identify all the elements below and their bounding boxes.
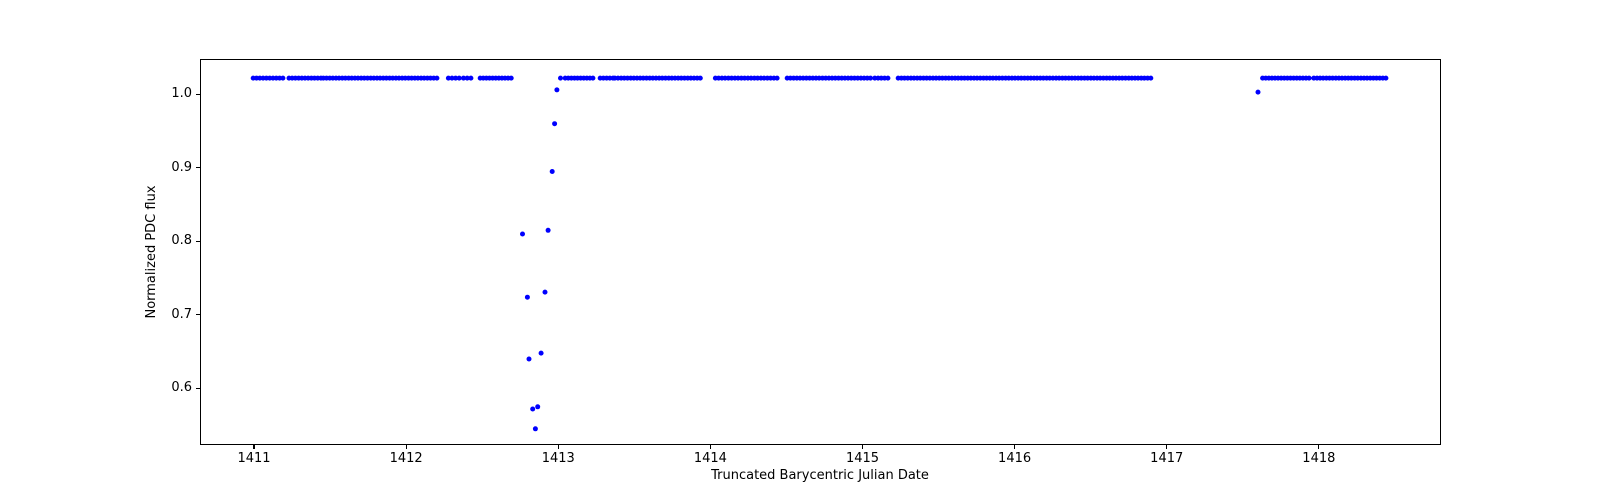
data-point: [453, 75, 459, 81]
data-point: [434, 75, 440, 81]
data-point: [449, 75, 455, 81]
data-point: [1148, 75, 1154, 81]
data-point: [885, 75, 891, 81]
y-tick-label: 0.7: [171, 306, 192, 322]
x-tick-label: 1418: [1302, 451, 1336, 466]
data-point: [552, 121, 558, 127]
y-tick-label: 0.8: [171, 233, 192, 249]
data-point: [545, 227, 551, 233]
data-point: [520, 231, 525, 237]
data-point: [535, 404, 541, 410]
x-tick-label: 1414: [693, 451, 727, 466]
data-point: [524, 294, 530, 300]
x-tick-mark: [253, 445, 255, 449]
x-tick-label: 1416: [998, 451, 1032, 466]
data-point: [538, 350, 544, 356]
data-point: [508, 75, 514, 81]
data-point: [526, 356, 532, 362]
data-point: [554, 87, 560, 93]
x-tick-mark: [557, 445, 559, 449]
x-tick-label: 1417: [1150, 451, 1184, 466]
data-point: [530, 406, 536, 412]
data-point: [590, 75, 596, 81]
y-tick-mark: [196, 314, 200, 316]
data-point: [774, 75, 780, 81]
data-point: [697, 75, 703, 81]
data-point: [464, 75, 470, 81]
plot-area: [200, 59, 1441, 445]
y-tick-mark: [196, 387, 200, 389]
x-axis-label: Truncated Barycentric Julian Date: [711, 468, 929, 483]
y-tick-label: 1.0: [171, 86, 192, 102]
data-point: [280, 75, 286, 81]
y-tick-mark: [196, 240, 200, 242]
data-point: [456, 75, 462, 81]
y-axis-label: Normalized PDC flux: [144, 185, 159, 319]
data-point: [1255, 89, 1261, 95]
y-tick-label: 0.9: [171, 159, 192, 175]
x-tick-label: 1412: [389, 451, 423, 466]
data-point: [445, 75, 451, 81]
data-point: [532, 426, 538, 432]
data-point: [542, 289, 548, 295]
x-tick-mark: [709, 445, 711, 449]
data-point: [558, 75, 563, 81]
data-point: [868, 75, 873, 81]
x-tick-mark: [1014, 445, 1016, 449]
data-point: [1383, 75, 1389, 81]
data-point: [1306, 75, 1312, 81]
x-tick-mark: [1318, 445, 1320, 449]
x-tick-mark: [861, 445, 864, 449]
y-tick-mark: [196, 93, 200, 95]
x-tick-label: 1415: [845, 451, 880, 466]
x-tick-mark: [405, 445, 407, 449]
x-tick-label: 1413: [541, 451, 575, 466]
x-tick-label: 1411: [237, 451, 271, 466]
data-point: [461, 75, 466, 81]
x-tick-mark: [1166, 445, 1168, 449]
y-tick-label: 0.6: [171, 380, 192, 396]
data-point: [468, 75, 474, 81]
y-tick-mark: [196, 167, 200, 169]
data-point: [549, 169, 555, 174]
